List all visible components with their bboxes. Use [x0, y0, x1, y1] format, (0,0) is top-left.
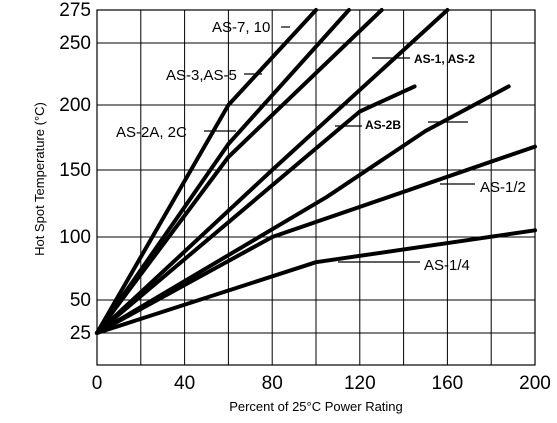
series-line	[95, 84, 511, 335]
tick-labels: 0 40 80 120 160 200 25 50 100 150 200 250 275	[59, 0, 551, 394]
x-tick-label: 80	[262, 373, 283, 394]
y-tick-label: 275	[59, 0, 91, 21]
series-line	[95, 144, 537, 335]
y-tick-label: 25	[70, 323, 91, 344]
x-tick-label: 200	[519, 373, 551, 394]
series-label: AS-3,AS-5	[166, 67, 237, 84]
y-tick-label: 150	[59, 160, 91, 181]
x-axis-title: Percent of 25°C Power Rating	[229, 399, 403, 414]
y-axis-title: Hot Spot Temperature (°C)	[32, 102, 47, 256]
series-label: AS-1/2	[480, 179, 526, 196]
series-label: AS-1, AS-2	[414, 52, 475, 66]
series-line	[95, 8, 384, 335]
x-tick-label: 160	[432, 373, 464, 394]
series-line	[95, 8, 318, 335]
series-labels: AS-7, 10 AS-3,AS-5 AS-2A, 2C AS-1, AS-2 AS-2…	[116, 19, 526, 274]
series-label: AS-2B	[365, 118, 401, 132]
y-tick-label: 100	[59, 227, 91, 248]
y-tick-label: 250	[59, 33, 91, 54]
series-line	[95, 8, 351, 335]
x-tick-label: 40	[174, 373, 195, 394]
series-line	[95, 84, 417, 335]
series-label: AS-1/4	[424, 257, 470, 274]
x-tick-label: 0	[92, 373, 103, 394]
series-line	[95, 8, 450, 335]
series-label: AS-7, 10	[212, 19, 270, 36]
series-lines	[95, 8, 537, 335]
y-tick-label: 200	[59, 95, 91, 116]
series-label: AS-2A, 2C	[116, 124, 187, 141]
y-tick-label: 50	[70, 290, 91, 311]
x-tick-label: 120	[344, 373, 376, 394]
label-leaders	[204, 26, 475, 263]
series-line	[95, 228, 537, 335]
